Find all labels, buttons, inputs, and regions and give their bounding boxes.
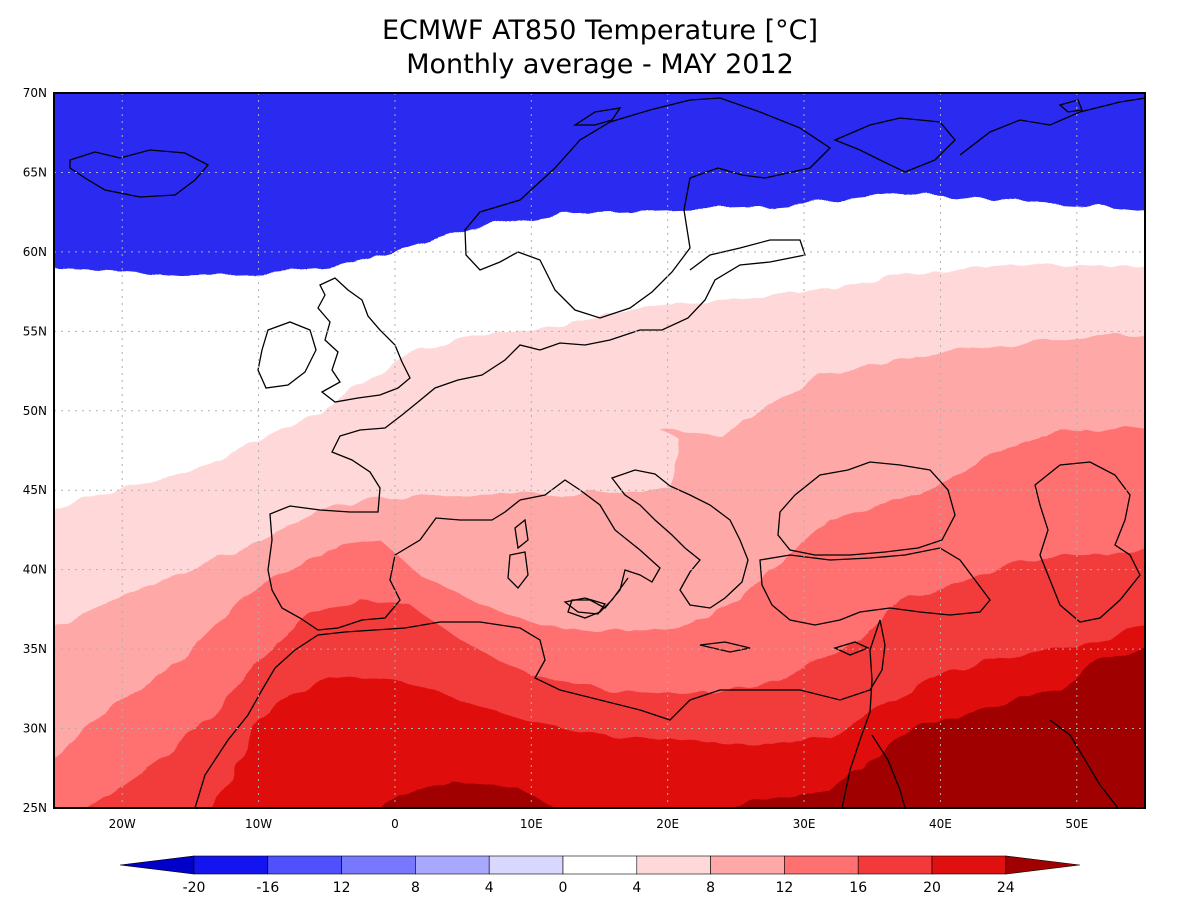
colorbar-box xyxy=(710,855,785,875)
coastline-kola-white-sea xyxy=(959,97,1145,156)
colorbar-lower-triangle xyxy=(119,855,195,875)
colorbar-label: 4 xyxy=(485,880,494,896)
coastline-scandinavia xyxy=(464,97,832,319)
colorbar-label: 8 xyxy=(411,880,420,896)
colorbar-label: 4 xyxy=(632,880,641,896)
colorbar-box xyxy=(488,855,564,875)
lon-label: 40E xyxy=(929,817,952,831)
coastline-balkans xyxy=(610,469,749,609)
coastline-sinai xyxy=(871,734,906,808)
coastline-baltic xyxy=(539,239,806,351)
colorbar-box xyxy=(267,855,342,875)
coastline-iceland xyxy=(69,149,210,198)
colorbar-box xyxy=(562,855,638,875)
colorbar-label: -16 xyxy=(256,880,279,896)
map-title: ECMWF AT850 Temperature [°C] Monthly ave… xyxy=(0,14,1200,82)
coastline-ireland xyxy=(257,321,317,389)
coastline-caspian xyxy=(1034,461,1141,623)
lon-label: 0 xyxy=(391,817,399,831)
colorbar-box xyxy=(341,855,416,875)
colorbar-label: 24 xyxy=(997,880,1015,896)
lat-label: 25N xyxy=(23,801,47,815)
title-line-2: Monthly average - MAY 2012 xyxy=(406,49,794,80)
coastline-sicily xyxy=(563,597,607,615)
coastline-corsica-sardinia xyxy=(507,518,529,589)
field-band-above-24 xyxy=(385,648,1145,808)
colorbar-label: 12 xyxy=(333,880,351,896)
coastline-cyprus xyxy=(833,641,870,656)
lat-label: 30N xyxy=(23,722,47,736)
lat-label: 45N xyxy=(23,483,47,497)
title-line-1: ECMWF AT850 Temperature [°C] xyxy=(381,15,819,46)
coastline-turkey xyxy=(759,547,991,626)
coastline-svalbard-fragments xyxy=(572,99,1083,126)
colorbar-box xyxy=(931,855,1007,875)
colorbar-label: 16 xyxy=(849,880,867,896)
colorbar-box xyxy=(636,855,711,875)
colorbar: -20 -16 12 8 4 0 4 8 12 16 20 24 xyxy=(119,855,1081,896)
coastline-crete xyxy=(699,641,751,653)
coastline-europe-west xyxy=(267,344,541,631)
plot-frame xyxy=(53,92,1146,809)
lon-label: 10W xyxy=(245,817,272,831)
coastline-levant-red-sea xyxy=(841,619,881,808)
temperature-field xyxy=(54,93,1145,808)
colorbar-label: 20 xyxy=(923,880,941,896)
colorbar-box xyxy=(415,855,490,875)
lat-label: 50N xyxy=(23,404,47,418)
field-band-below-0 xyxy=(54,93,1145,276)
lon-label: 20E xyxy=(656,817,679,831)
lat-label: 70N xyxy=(23,86,47,100)
colorbar-label: -20 xyxy=(183,880,206,896)
lat-label: 65N xyxy=(23,165,47,179)
lon-label: 50E xyxy=(1065,817,1088,831)
colorbar-label: 12 xyxy=(775,880,793,896)
coastline-north-russia xyxy=(833,117,956,173)
lat-label: 55N xyxy=(23,324,47,338)
gridlines xyxy=(54,92,1145,809)
coastline-north-africa xyxy=(194,619,886,808)
lon-label: 30E xyxy=(793,817,816,831)
lat-label: 60N xyxy=(23,245,47,259)
colorbar-label: 0 xyxy=(559,880,568,896)
coastline-persian-gulf xyxy=(1049,719,1119,808)
longitude-labels: 20W 10W 0 10E 20E 30E 40E 50E xyxy=(109,817,1089,831)
colorbar-box xyxy=(193,855,269,875)
coastlines xyxy=(69,97,1145,808)
lon-label: 20W xyxy=(109,817,136,831)
colorbar-label: 8 xyxy=(706,880,715,896)
lon-label: 10E xyxy=(520,817,543,831)
colorbar-box xyxy=(784,855,859,875)
colorbar-box xyxy=(857,855,933,875)
colorbar-upper-triangle xyxy=(1005,855,1081,875)
lat-label: 35N xyxy=(23,642,47,656)
lat-label: 40N xyxy=(23,563,47,577)
latitude-labels: 70N 65N 60N 55N 50N 45N 40N 35N 30N 25N xyxy=(23,86,47,815)
coastline-italy xyxy=(519,479,661,619)
coastline-black-sea xyxy=(777,461,956,556)
